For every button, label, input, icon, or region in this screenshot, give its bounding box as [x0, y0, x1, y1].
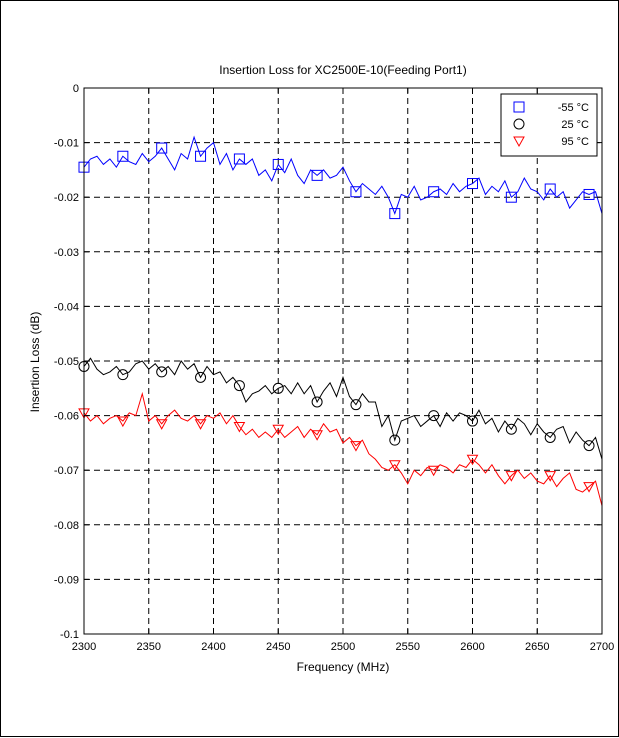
y-tick-label: -0.07 — [54, 465, 79, 477]
grid-lines — [84, 88, 602, 634]
axis-ticks: 2300 2350 2400 2450 2500 2550 2600 2650 2700 0 -0.… — [54, 83, 614, 653]
y-tick-label: -0.09 — [54, 574, 79, 586]
x-axis-label: Frequency (MHz) — [297, 660, 390, 674]
y-tick-label: -0.02 — [54, 192, 79, 204]
x-tick-label: 2350 — [137, 641, 161, 653]
y-tick-label: -0.01 — [54, 138, 79, 150]
chart-title: Insertion Loss for XC2500E-10(Feeding Po… — [219, 63, 466, 77]
y-tick-label: -0.05 — [54, 356, 79, 368]
y-tick-label: -0.1 — [60, 629, 79, 641]
x-tick-label: 2300 — [72, 641, 96, 653]
series-lines — [79, 137, 602, 506]
legend-label: 25 °C — [561, 119, 589, 131]
y-axis-label: Insertion Loss (dB) — [28, 312, 42, 413]
series-2 — [79, 394, 602, 506]
y-tick-label: -0.06 — [54, 411, 79, 423]
x-tick-label: 2500 — [331, 641, 355, 653]
x-tick-label: 2450 — [266, 641, 290, 653]
y-tick-label: -0.04 — [54, 301, 79, 313]
x-tick-label: 2600 — [460, 641, 484, 653]
legend: -55 °C 25 °C 95 °C — [501, 94, 597, 156]
x-tick-label: 2400 — [201, 641, 225, 653]
x-tick-label: 2650 — [525, 641, 549, 653]
y-tick-label: -0.08 — [54, 520, 79, 532]
y-tick-label: 0 — [73, 83, 79, 95]
series-1 — [79, 358, 602, 459]
legend-label: -55 °C — [558, 102, 589, 114]
x-tick-label: 2700 — [590, 641, 614, 653]
y-tick-label: -0.03 — [54, 247, 79, 259]
x-tick-label: 2550 — [396, 641, 420, 653]
legend-label: 95 °C — [561, 136, 589, 148]
